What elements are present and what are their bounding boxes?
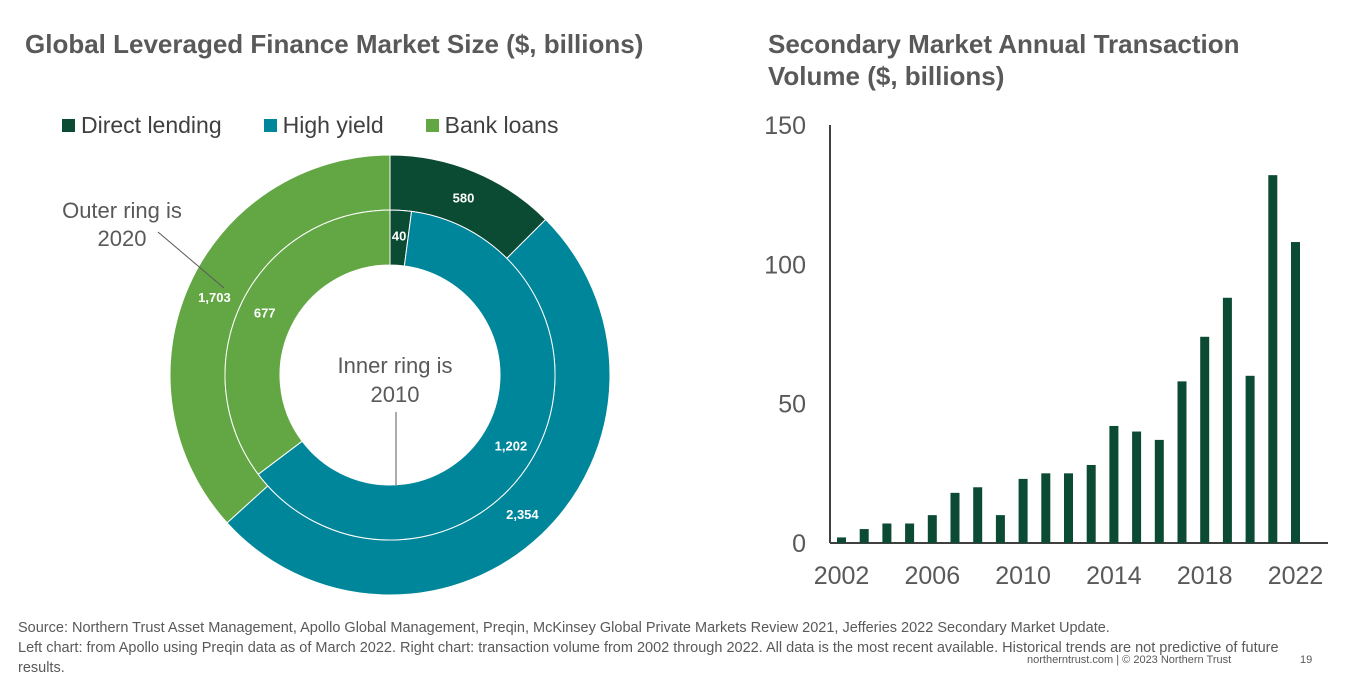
outer-label-direct-lending: 580: [453, 191, 475, 206]
inner-ring-2010: [224, 209, 556, 541]
bar-chart: 0 50 100 150 2002 2006 2010 2014 2018 2022: [764, 112, 1328, 590]
legend-label-high-yield: High yield: [282, 112, 384, 138]
bar-2014: [1109, 425, 1119, 543]
source-note: Source: Northern Trust Asset Management,…: [18, 618, 1308, 678]
source-line-2: Left chart: from Apollo using Preqin dat…: [18, 640, 1279, 676]
x-tick-label-2010: 2010: [995, 562, 1051, 590]
bar-2018: [1200, 336, 1210, 543]
legend-item-high-yield: High yield: [263, 112, 384, 139]
bar-chart-title: Secondary Market Annual Transaction Volu…: [768, 29, 1240, 91]
inner-label-high-yield: 1,202: [495, 439, 528, 454]
bar-2007: [950, 492, 960, 543]
bar-2020: [1245, 375, 1255, 543]
bar-2009: [995, 515, 1005, 543]
bar-2002: [837, 537, 846, 543]
outer-label-bank-loans: 1,703: [198, 290, 231, 305]
footer-site: northerntrust.com | © 2023 Northern Trus…: [1027, 654, 1232, 666]
legend-item-direct-lending: Direct lending: [62, 112, 222, 139]
y-tick-label-100: 100: [764, 251, 806, 279]
bar-2005: [905, 523, 915, 543]
donut-data-labels: 580 2,354 1,703 40 1,202 677: [198, 191, 539, 522]
bar-2015: [1132, 431, 1142, 543]
x-axis: 2002 2006 2010 2014 2018 2022: [814, 542, 1328, 590]
source-line-1: Source: Northern Trust Asset Management,…: [18, 620, 1110, 636]
inner-slice-high-yield: [257, 210, 556, 541]
bar-2017: [1177, 381, 1187, 543]
outer-ring-annotation-line2: 2020: [98, 226, 147, 251]
outer-label-high-yield: 2,354: [506, 507, 539, 522]
bar-2006: [927, 515, 937, 543]
legend-swatch-direct-lending: [62, 119, 75, 132]
inner-ring-annotation-line1: Inner ring is: [338, 353, 453, 378]
bar-2008: [973, 487, 983, 543]
x-tick-label-2006: 2006: [904, 562, 960, 590]
bar-2016: [1154, 439, 1164, 543]
bars: [837, 175, 1300, 544]
outer-ring-annotation-line1: Outer ring is: [62, 198, 182, 223]
bar-2012: [1064, 473, 1073, 543]
bar-2022: [1291, 242, 1300, 544]
y-tick-label-150: 150: [764, 112, 806, 140]
bar-2010: [1018, 478, 1028, 543]
bar-2021: [1268, 175, 1278, 543]
x-tick-label-2014: 2014: [1086, 562, 1142, 590]
legend-swatch-high-yield: [263, 119, 277, 132]
legend-item-bank-loans: Bank loans: [425, 112, 559, 139]
bar-2003: [859, 529, 869, 543]
footer-page-number: 19: [1300, 654, 1313, 666]
inner-label-direct-lending: 40: [392, 228, 406, 243]
donut-legend: Direct lending High yield Bank loans: [62, 112, 600, 139]
bar-2011: [1041, 473, 1051, 543]
bar-2013: [1086, 464, 1096, 543]
y-tick-label-50: 50: [778, 391, 806, 419]
inner-slice-bank-loans: [224, 209, 391, 476]
legend-label-direct-lending: Direct lending: [81, 112, 222, 138]
bar-2004: [882, 523, 892, 543]
inner-label-bank-loans: 677: [254, 306, 276, 321]
y-tick-label-0: 0: [792, 530, 806, 558]
inner-ring-annotation-line2: 2010: [371, 382, 420, 407]
outer-ring-annotation-leader: [157, 231, 225, 289]
x-tick-label-2018: 2018: [1177, 562, 1233, 590]
legend-label-bank-loans: Bank loans: [444, 112, 559, 138]
x-tick-label-2002: 2002: [814, 562, 870, 590]
bar-2019: [1222, 297, 1232, 543]
legend-swatch-bank-loans: [425, 119, 439, 132]
y-axis: 0 50 100 150: [764, 112, 831, 558]
donut-chart: 580 2,354 1,703 40 1,202 677 Outer ring is 20…: [62, 154, 611, 596]
x-tick-label-2022: 2022: [1268, 562, 1324, 590]
donut-chart-title: Global Leveraged Finance Market Size ($,…: [25, 29, 644, 59]
